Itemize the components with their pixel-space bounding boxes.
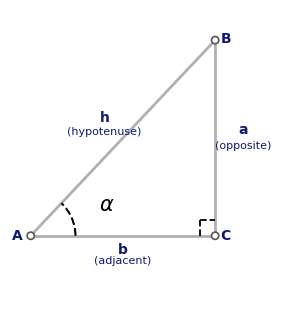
Text: A: A xyxy=(12,229,22,243)
Circle shape xyxy=(211,37,219,44)
Text: B: B xyxy=(221,32,231,46)
Text: b: b xyxy=(118,243,128,257)
Circle shape xyxy=(27,232,34,239)
Text: C: C xyxy=(221,229,231,243)
Text: a: a xyxy=(238,123,248,137)
Text: (opposite): (opposite) xyxy=(215,141,271,151)
Text: h: h xyxy=(100,111,109,125)
Circle shape xyxy=(211,232,219,239)
Text: (hypotenuse): (hypotenuse) xyxy=(68,127,142,137)
Text: α: α xyxy=(99,195,113,215)
Text: (adjacent): (adjacent) xyxy=(94,256,152,266)
